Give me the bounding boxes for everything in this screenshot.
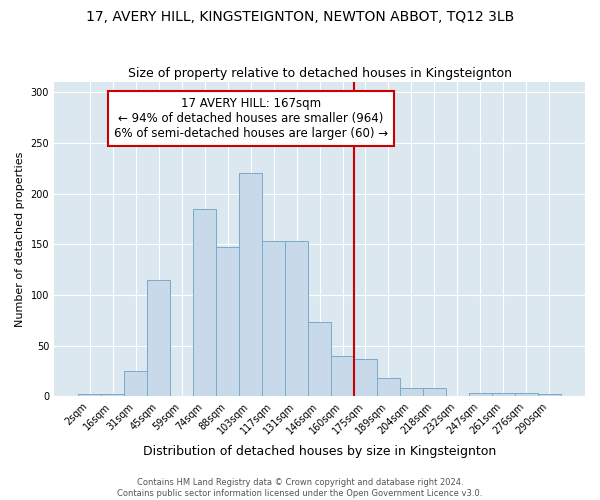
Bar: [216, 248, 239, 396]
Text: 17, AVERY HILL, KINGSTEIGNTON, NEWTON ABBOT, TQ12 3LB: 17, AVERY HILL, KINGSTEIGNTON, NEWTON AB…: [86, 10, 514, 24]
Bar: [78, 394, 101, 396]
X-axis label: Distribution of detached houses by size in Kingsteignton: Distribution of detached houses by size …: [143, 444, 496, 458]
Bar: [124, 371, 147, 396]
Bar: [308, 322, 331, 396]
Title: Size of property relative to detached houses in Kingsteignton: Size of property relative to detached ho…: [128, 66, 512, 80]
Text: Contains HM Land Registry data © Crown copyright and database right 2024.
Contai: Contains HM Land Registry data © Crown c…: [118, 478, 482, 498]
Bar: [101, 394, 124, 396]
Bar: [331, 356, 354, 397]
Bar: [193, 209, 216, 396]
Bar: [354, 359, 377, 397]
Bar: [285, 242, 308, 396]
Bar: [515, 394, 538, 396]
Bar: [423, 388, 446, 396]
Y-axis label: Number of detached properties: Number of detached properties: [15, 152, 25, 327]
Bar: [239, 174, 262, 396]
Bar: [377, 378, 400, 396]
Bar: [147, 280, 170, 396]
Text: 17 AVERY HILL: 167sqm
← 94% of detached houses are smaller (964)
6% of semi-deta: 17 AVERY HILL: 167sqm ← 94% of detached …: [113, 98, 388, 140]
Bar: [400, 388, 423, 396]
Bar: [538, 394, 561, 396]
Bar: [492, 394, 515, 396]
Bar: [469, 394, 492, 396]
Bar: [262, 242, 285, 396]
